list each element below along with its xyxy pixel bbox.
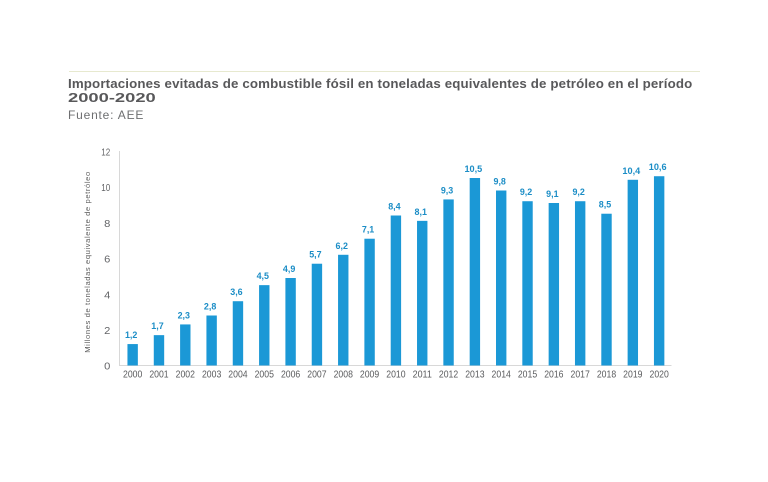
svg-text:6,2: 6,2 [336,241,348,251]
svg-text:2019: 2019 [623,369,642,381]
svg-text:2010: 2010 [386,369,405,381]
svg-text:9,8: 9,8 [494,177,506,187]
svg-text:2000: 2000 [123,369,142,381]
svg-text:4,5: 4,5 [257,271,269,281]
svg-text:9,1: 9,1 [546,189,558,199]
svg-text:0: 0 [104,361,110,373]
svg-text:2015: 2015 [518,369,537,381]
svg-text:9,3: 9,3 [441,185,453,195]
svg-text:2004: 2004 [228,369,247,381]
svg-text:Millones de toneladas equivale: Millones de toneladas equivalente de pet… [83,171,92,353]
svg-text:4: 4 [104,289,110,301]
svg-text:9,2: 9,2 [572,187,584,197]
svg-text:10: 10 [101,182,110,194]
svg-text:8,5: 8,5 [599,200,611,210]
svg-text:2005: 2005 [255,369,274,381]
svg-text:12: 12 [101,146,110,158]
svg-text:1,2: 1,2 [125,330,137,340]
svg-text:2,8: 2,8 [204,302,216,312]
svg-text:5,7: 5,7 [309,250,321,260]
svg-text:2012: 2012 [439,369,458,381]
svg-text:10,5: 10,5 [464,164,482,174]
svg-text:2006: 2006 [281,369,300,381]
svg-text:2014: 2014 [492,369,511,381]
svg-text:2011: 2011 [413,369,432,381]
svg-text:2013: 2013 [465,369,484,381]
svg-text:2009: 2009 [360,369,379,381]
svg-text:2: 2 [104,325,110,337]
svg-text:2007: 2007 [307,369,326,381]
svg-text:2002: 2002 [176,369,195,381]
svg-text:7,1: 7,1 [362,225,374,235]
svg-text:2001: 2001 [149,369,168,381]
svg-text:2008: 2008 [334,369,353,381]
svg-text:2018: 2018 [597,369,616,381]
svg-text:4,9: 4,9 [283,264,295,274]
svg-text:3,6: 3,6 [230,287,242,297]
svg-text:10,6: 10,6 [649,162,667,172]
svg-text:8,4: 8,4 [388,202,400,212]
svg-text:8: 8 [104,218,110,230]
svg-text:2016: 2016 [544,369,563,381]
svg-text:8,1: 8,1 [415,207,427,217]
svg-text:2017: 2017 [571,369,590,381]
svg-text:9,2: 9,2 [520,187,532,197]
svg-text:2,3: 2,3 [178,310,190,320]
svg-text:2020: 2020 [650,369,669,381]
svg-text:1,7: 1,7 [151,321,163,331]
svg-text:2003: 2003 [202,369,221,381]
svg-text:6: 6 [104,254,110,266]
svg-text:10,4: 10,4 [622,166,640,176]
